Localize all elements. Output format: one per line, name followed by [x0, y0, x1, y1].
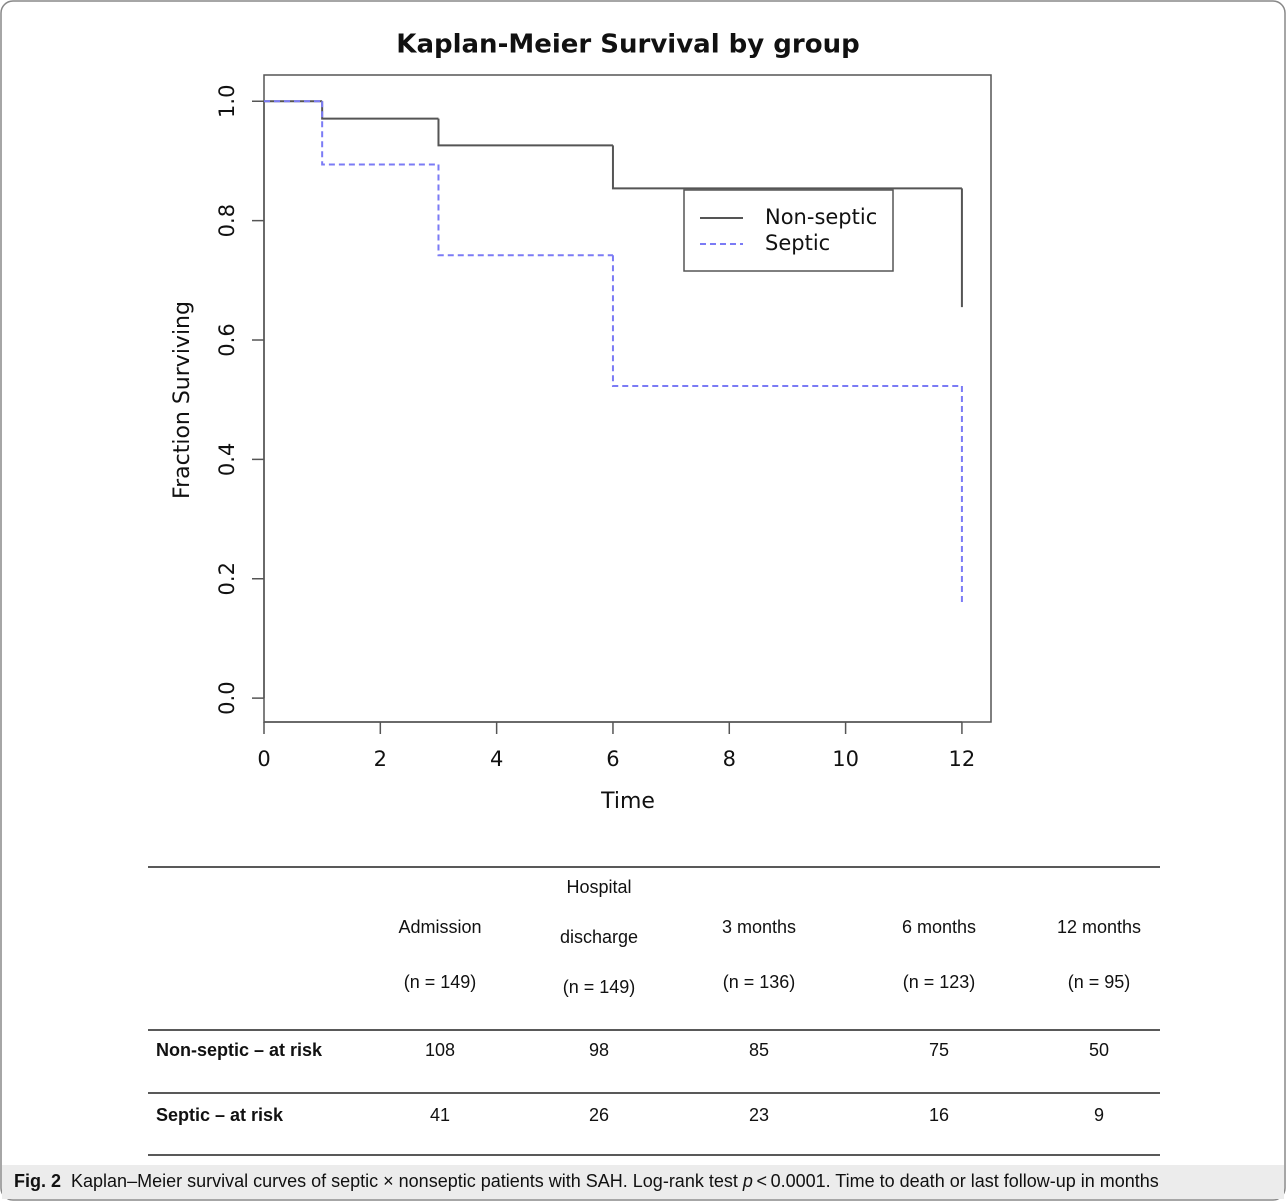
plot-box	[263, 74, 992, 723]
x-axis-label: Time	[600, 789, 655, 814]
y-tick-label: 0.8	[215, 204, 239, 237]
table-cell: 16	[929, 1105, 949, 1125]
caption-italic: p	[742, 1171, 753, 1191]
table-cell: 23	[749, 1105, 769, 1125]
table-cell: 41	[430, 1105, 450, 1125]
x-tick-label: 2	[374, 747, 387, 771]
legend-label: Non-septic	[765, 205, 877, 229]
column-header: 3 months	[722, 917, 796, 937]
column-header: 6 months	[902, 917, 976, 937]
y-axis-label: Fraction Surviving	[170, 301, 195, 499]
caption-body: Kaplan–Meier survival curves of septic ×…	[71, 1171, 743, 1191]
column-header: Hospital	[566, 877, 631, 897]
y-tick-label: 0.0	[215, 681, 239, 714]
caption-body: < 0.0001. Time to death or last follow-u…	[753, 1171, 1159, 1191]
survival-step	[611, 145, 962, 190]
column-header: (n = 136)	[723, 972, 796, 992]
column-header: (n = 149)	[404, 972, 477, 992]
caption-band	[2, 1165, 1284, 1199]
y-tick-label: 0.6	[215, 323, 239, 356]
column-header: discharge	[560, 927, 638, 947]
table-cell: 85	[749, 1040, 769, 1060]
caption-text: Fig. 2 Kaplan–Meier survival curves of se…	[14, 1171, 1159, 1191]
plot: 0 2 4 6 8 10 12 0.0 0.2 0.4 0.6 0.8 1.0 Non-septicSep…	[215, 85, 975, 771]
survival-step	[437, 164, 613, 257]
x-tick-label: 6	[606, 747, 619, 771]
table-cell: 108	[425, 1040, 455, 1060]
table: Admission (n = 149) Hospital discharge (n = …	[148, 866, 1160, 1156]
x-tick-label: 10	[832, 747, 859, 771]
table-cell: 98	[589, 1040, 609, 1060]
y-tick-label: 0.2	[215, 562, 239, 595]
survival-step	[321, 101, 439, 166]
row-label: Non-septic – at risk	[156, 1040, 323, 1060]
table-cell: 50	[1089, 1040, 1109, 1060]
column-header: 12 months	[1057, 917, 1141, 937]
x-tick-label: 12	[949, 747, 976, 771]
survival-step	[321, 101, 439, 120]
column-header: (n = 149)	[563, 977, 636, 997]
column-header: (n = 95)	[1068, 972, 1131, 992]
caption-label: Fig. 2	[14, 1171, 61, 1191]
x-tick-label: 4	[490, 747, 503, 771]
table-cell: 26	[589, 1105, 609, 1125]
survival-step	[611, 255, 962, 387]
row-label: Septic – at risk	[156, 1105, 284, 1125]
column-header: Admission	[398, 917, 481, 937]
y-tick-label: 0.4	[215, 443, 239, 476]
x-tick-label: 0	[257, 747, 270, 771]
caption: Fig. 2 Kaplan–Meier survival curves of se…	[14, 1171, 1159, 1191]
chart-title: Kaplan-Meier Survival by group	[396, 30, 859, 60]
table-cell: 9	[1094, 1105, 1104, 1125]
survival-step	[437, 118, 613, 147]
x-tick-label: 8	[723, 747, 736, 771]
legend-label: Septic	[765, 231, 830, 255]
legend-box	[683, 189, 894, 272]
column-header: (n = 123)	[903, 972, 976, 992]
y-tick-label: 1.0	[215, 85, 239, 118]
table-cell: 75	[929, 1040, 949, 1060]
